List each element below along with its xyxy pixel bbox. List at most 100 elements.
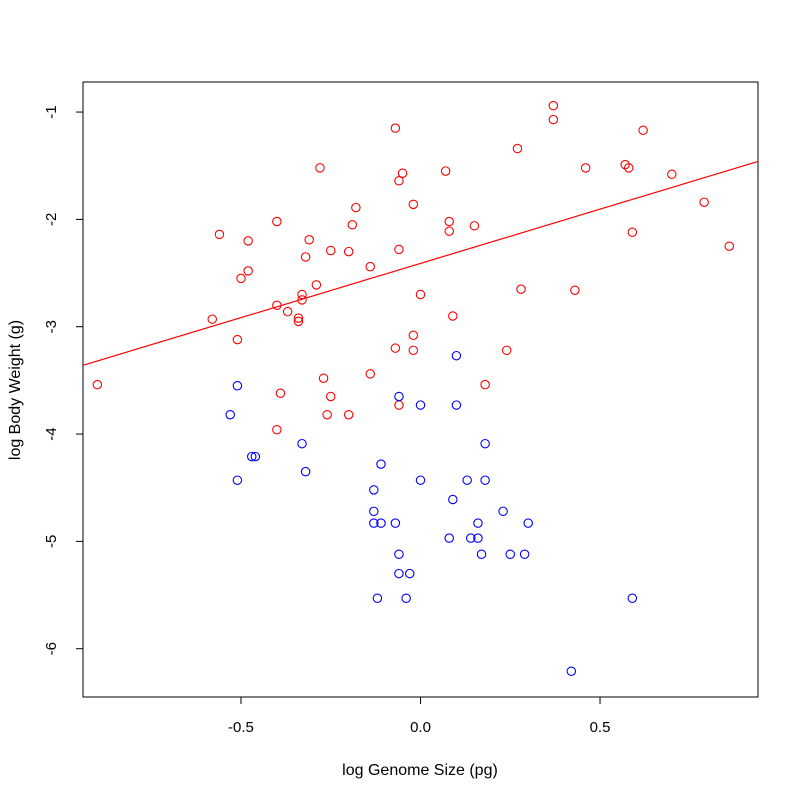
blue-data-point: [225, 409, 235, 420]
x-axis-label: log Genome Size (pg): [342, 762, 498, 779]
red-data-point: [282, 306, 293, 317]
red-data-point: [394, 244, 404, 255]
blue-data-point: [394, 391, 404, 402]
blue-data-point: [376, 459, 386, 469]
red-data-point: [580, 163, 591, 173]
blue-data-point: [480, 475, 490, 485]
x-axis: -0.5 0.0 0.5: [228, 697, 610, 736]
y-tick-label: -4: [43, 427, 60, 440]
red-data-point: [512, 143, 523, 154]
plot-frame: [82, 81, 759, 698]
red-data-point: [394, 400, 404, 410]
blue-data-point: [523, 518, 533, 528]
blue-data-point: [444, 533, 454, 543]
y-tick-label: -5: [43, 535, 60, 548]
red-data-point: [516, 284, 526, 294]
red-data-point: [620, 159, 630, 170]
blue-data-point: [466, 533, 476, 543]
red-data-point: [501, 345, 512, 356]
red-data-point: [300, 252, 311, 262]
blue-data-point: [451, 350, 462, 361]
red-data-point: [440, 166, 451, 176]
blue-data-point: [415, 400, 426, 410]
red-data-point: [448, 311, 458, 321]
red-data-point: [638, 125, 648, 136]
blue-data-point: [480, 438, 490, 449]
y-tick-label: -6: [43, 642, 60, 655]
blue-data-point: [232, 475, 243, 485]
red-data-point: [293, 316, 304, 327]
x-tick-label: -0.5: [228, 719, 254, 736]
red-data-point: [365, 261, 375, 272]
red-data-point: [297, 295, 307, 305]
blue-data-point: [394, 549, 404, 560]
blue-data-point: [300, 466, 311, 477]
red-data-point: [272, 216, 282, 227]
red-data-point: [623, 163, 634, 173]
blue-data-point: [498, 506, 508, 517]
blue-data-point: [627, 593, 638, 604]
blue-data-point: [473, 518, 483, 528]
red-data-point: [469, 221, 480, 231]
blue-data-point: [369, 506, 379, 517]
y-tick-label: -1: [43, 105, 60, 118]
red-data-point: [444, 216, 454, 227]
points-layer: [92, 100, 735, 676]
blue-data-point: [247, 451, 257, 462]
blue-data-point: [250, 451, 261, 462]
red-data-point: [408, 330, 419, 341]
red-data-point: [699, 197, 709, 207]
blue-data-point: [376, 518, 386, 528]
red-data-point: [408, 199, 419, 210]
blue-data-point: [372, 593, 383, 604]
red-data-point: [311, 280, 322, 290]
red-data-point: [347, 219, 358, 230]
red-data-point: [548, 114, 559, 125]
blue-data-point: [519, 549, 530, 560]
red-data-point: [390, 343, 401, 353]
blue-data-point: [394, 568, 404, 579]
blue-data-point: [415, 475, 426, 485]
y-tick-label: -2: [43, 213, 60, 226]
red-data-point: [394, 175, 404, 186]
blue-data-point: [566, 666, 577, 676]
regression-line-layer: [82, 160, 759, 366]
red-data-point: [724, 241, 735, 251]
red-data-point: [304, 235, 314, 245]
blue-data-point: [451, 400, 462, 410]
blue-data-point: [462, 475, 472, 485]
red-data-point: [351, 202, 361, 213]
red-data-point: [480, 379, 490, 390]
red-data-point: [272, 300, 282, 310]
blue-data-point: [232, 380, 243, 391]
blue-data-point: [369, 518, 379, 528]
red-data-point: [232, 334, 243, 345]
red-data-point: [322, 409, 332, 420]
blue-data-point: [505, 549, 516, 560]
blue-data-point: [369, 485, 379, 495]
blue-data-point: [401, 593, 411, 604]
regression-line: [82, 160, 759, 366]
blue-data-point: [404, 568, 415, 579]
blue-data-point: [297, 438, 307, 449]
red-data-point: [365, 369, 375, 379]
red-data-point: [325, 245, 336, 256]
x-tick-label: 0.0: [410, 719, 431, 736]
red-data-point: [397, 168, 408, 178]
red-data-point: [390, 123, 401, 133]
red-data-point: [243, 236, 253, 246]
red-data-point: [415, 289, 426, 300]
blue-data-point: [473, 533, 483, 543]
red-data-point: [243, 266, 253, 276]
blue-data-point: [476, 549, 487, 560]
y-axis: -1 -2 -3 -4 -5 -6: [43, 105, 83, 655]
red-data-point: [236, 273, 246, 284]
blue-data-point: [390, 518, 401, 528]
red-data-point: [548, 100, 559, 111]
red-data-point: [297, 289, 307, 300]
red-data-point: [214, 229, 225, 240]
red-data-point: [667, 169, 677, 180]
red-data-point: [444, 226, 454, 236]
red-data-point: [343, 409, 354, 420]
red-data-point: [315, 163, 325, 173]
